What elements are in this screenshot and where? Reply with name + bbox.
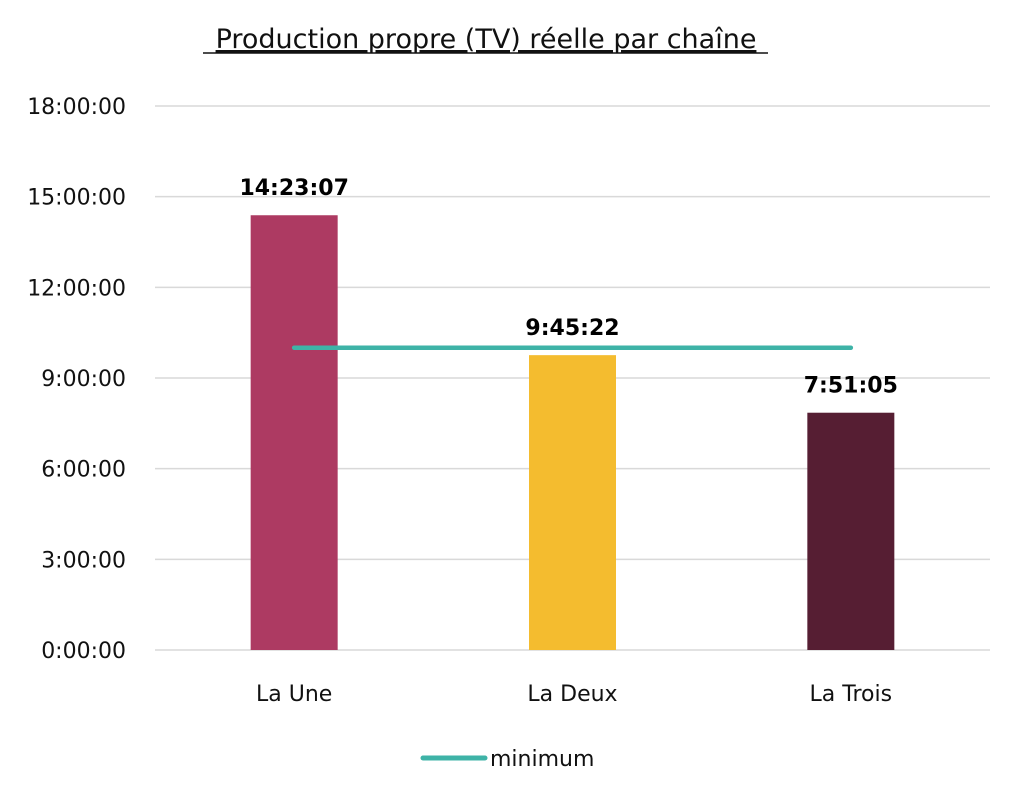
y-tick-label: 9:00:00 xyxy=(41,367,126,392)
data-label: 9:45:22 xyxy=(525,316,619,341)
bars xyxy=(250,215,895,650)
bar-la-deux xyxy=(529,355,616,650)
data-label: 7:51:05 xyxy=(804,374,898,399)
legend: minimum xyxy=(420,747,594,772)
bar-la-une xyxy=(250,215,338,650)
x-category-label: La Une xyxy=(256,682,332,707)
data-labels: 14:23:07 9:45:22 7:51:05 xyxy=(239,176,897,398)
chart-title: Production propre (TV) réelle par chaîne xyxy=(216,24,757,55)
y-tick-label: 18:00:00 xyxy=(27,95,126,120)
x-axis-categories: La Une La Deux La Trois xyxy=(256,682,892,707)
y-axis-ticks: 0:00:00 3:00:00 6:00:00 9:00:00 12:00:00 15:0… xyxy=(27,95,126,664)
y-tick-label: 3:00:00 xyxy=(41,548,126,573)
legend-minimum-label: minimum xyxy=(490,747,594,772)
y-tick-label: 6:00:00 xyxy=(41,458,126,483)
y-tick-label: 0:00:00 xyxy=(41,639,126,664)
data-label: 14:23:07 xyxy=(239,176,348,201)
bar-la-trois xyxy=(807,412,895,650)
y-tick-label: 15:00:00 xyxy=(27,186,126,211)
x-category-label: La Trois xyxy=(810,682,893,707)
y-tick-label: 12:00:00 xyxy=(27,276,126,301)
x-category-label: La Deux xyxy=(527,682,617,707)
